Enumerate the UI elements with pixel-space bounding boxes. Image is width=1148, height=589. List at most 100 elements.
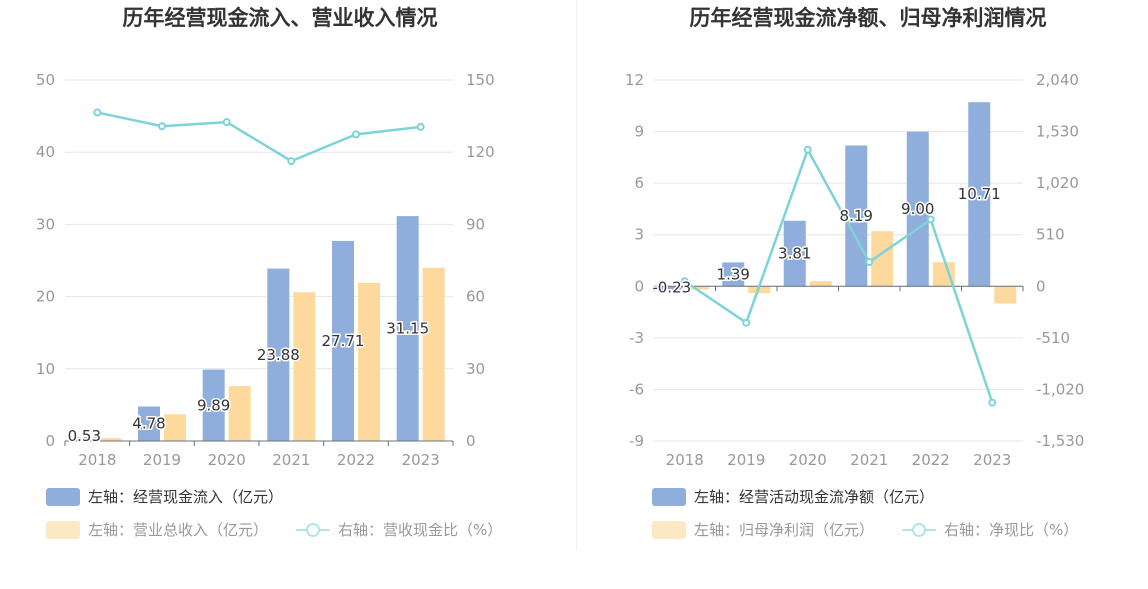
chart2-left-tick-label: 6 — [634, 174, 644, 192]
chart2-right-tick-label: -1,530 — [1036, 432, 1084, 450]
chart2-bar-secondary — [686, 286, 709, 290]
chart2-bar-secondary — [932, 262, 955, 287]
chart1-right-tick-label: 60 — [466, 288, 485, 306]
chart2-legend-net-profit[interactable]: 左轴：归母净利润（亿元） — [652, 519, 874, 540]
chart1-ratio-point — [352, 130, 360, 139]
chart2-right-tick-label: 1,020 — [1036, 174, 1079, 192]
chart1-category-label: 2023 — [402, 451, 440, 469]
chart1-ratio-line — [97, 111, 421, 163]
legend-label: 左轴：经营现金流入（亿元） — [88, 488, 284, 506]
chart1-left-tick-label: 0 — [45, 432, 55, 450]
legend-line-swatch — [902, 521, 936, 539]
chart2-data-label: 8.19 — [840, 207, 873, 225]
chart2-left-tick-label: 9 — [634, 123, 644, 141]
chart1-ratio-point — [416, 122, 425, 131]
chart1-legend-revenue[interactable]: 左轴：营业总收入（亿元） — [46, 519, 268, 540]
chart2-category-label: 2018 — [666, 451, 704, 469]
chart1-category-label: 2022 — [337, 451, 375, 469]
chart2-bar-secondary — [809, 281, 832, 287]
chart1-left-tick-label: 50 — [36, 71, 55, 89]
chart1-ratio-point — [93, 108, 102, 117]
chart1-left-tick-label: 10 — [36, 360, 55, 378]
chart1-legend-cash-inflow[interactable]: 左轴：经营现金流入（亿元） — [46, 486, 283, 507]
chart2-bar-primary — [722, 262, 745, 287]
chart2-ratio-point — [926, 215, 935, 224]
chart1-ratio-point — [158, 122, 166, 131]
chart2-left-tick-label: 0 — [634, 277, 644, 295]
legend-swatch-blue — [46, 487, 80, 506]
chart2-ratio-point — [988, 398, 997, 407]
chart1-legend-ratio[interactable]: 右轴：营收现金比（%） — [296, 519, 502, 540]
chart1-category-label: 2019 — [143, 451, 181, 469]
chart1-data-label: 4.78 — [132, 415, 165, 433]
chart1-bar-primary — [267, 268, 290, 441]
chart2-category-label: 2019 — [727, 451, 765, 469]
chart2-bar-primary — [906, 131, 929, 287]
chart1-ratio-point — [222, 118, 231, 127]
chart1-bar-secondary — [293, 292, 316, 441]
chart2-bar-primary — [783, 220, 806, 287]
chart2-left-tick-label: -3 — [629, 329, 644, 347]
chart1-right-tick-label: 0 — [466, 432, 476, 450]
chart2-data-label: -0.23 — [652, 278, 691, 296]
chart1-data-label: 9.89 — [197, 396, 230, 414]
chart2-right-tick-label: 510 — [1036, 226, 1065, 244]
chart1-left-tick-label: 20 — [36, 288, 55, 306]
chart2-ratio-line — [684, 146, 994, 403]
chart1-right-tick-label: 150 — [466, 71, 495, 89]
legend-swatch-orange — [46, 520, 80, 539]
chart1-title: 历年经营现金流入、营业收入情况 — [122, 6, 438, 30]
chart2-data-label: 3.81 — [778, 245, 811, 263]
chart1-bar-secondary — [99, 438, 122, 441]
legend-swatch-blue — [652, 487, 686, 506]
legend-label: 右轴：净现比（%） — [944, 521, 1079, 539]
legend-label: 右轴：营收现金比（%） — [338, 521, 503, 539]
chart2-right-tick-label: -1,020 — [1036, 380, 1084, 398]
chart1-right-tick-label: 30 — [466, 360, 485, 378]
chart1-bar-secondary — [228, 386, 251, 441]
chart1-bar-secondary — [358, 282, 380, 441]
chart2-bar-primary — [660, 286, 683, 291]
chart-divider — [576, 0, 577, 550]
chart1-bar-secondary — [164, 414, 186, 441]
chart1-bar-primary — [138, 406, 160, 441]
legend-label: 左轴：经营活动现金流净额（亿元） — [694, 488, 935, 506]
chart1-category-label: 2018 — [78, 451, 116, 469]
chart1-right-tick-label: 90 — [466, 215, 485, 233]
chart1-left-tick-label: 30 — [36, 215, 55, 233]
chart2-bar-secondary — [994, 286, 1017, 304]
chart2-legend-net-cash[interactable]: 左轴：经营活动现金流净额（亿元） — [652, 486, 934, 507]
legend-line-swatch — [296, 521, 330, 539]
chart2-legend-ratio[interactable]: 右轴：净现比（%） — [902, 519, 1078, 540]
chart2-bar-primary — [845, 145, 868, 287]
chart2-category-label: 2023 — [973, 451, 1011, 469]
chart2-category-label: 2021 — [850, 451, 888, 469]
chart2-ratio-point — [680, 277, 689, 286]
chart2-left-tick-label: -6 — [629, 380, 644, 398]
chart2-left-tick-label: 12 — [625, 71, 644, 89]
chart2-title: 历年经营现金流净额、归母净利润情况 — [689, 6, 1047, 30]
chart2-ratio-point — [803, 145, 812, 154]
chart2-left-tick-label: 3 — [634, 226, 644, 244]
chart1-bar-primary — [332, 240, 354, 441]
chart2-right-tick-label: 0 — [1036, 277, 1046, 295]
chart1-bar-primary — [202, 369, 225, 441]
chart2-left-tick-label: -9 — [629, 432, 644, 450]
chart2-right-tick-label: 2,040 — [1036, 71, 1079, 89]
chart2-data-label: 10.71 — [958, 185, 1001, 203]
legend-swatch-orange — [652, 520, 686, 539]
chart1-bar-secondary — [422, 267, 445, 441]
chart1-data-label: 31.15 — [386, 320, 429, 338]
chart1-data-label: 23.88 — [257, 346, 300, 364]
chart2-ratio-point — [742, 318, 751, 327]
legend-label: 左轴：营业总收入（亿元） — [88, 521, 269, 539]
chart2-right-tick-label: -510 — [1036, 329, 1070, 347]
chart1-category-label: 2020 — [208, 451, 246, 469]
chart1-data-label: 0.53 — [68, 427, 101, 445]
chart2-bar-secondary — [871, 231, 894, 287]
chart2-category-label: 2022 — [912, 451, 950, 469]
chart1-data-label: 27.71 — [322, 332, 365, 350]
legend-label: 左轴：归母净利润（亿元） — [694, 521, 875, 539]
chart1-category-label: 2021 — [272, 451, 310, 469]
